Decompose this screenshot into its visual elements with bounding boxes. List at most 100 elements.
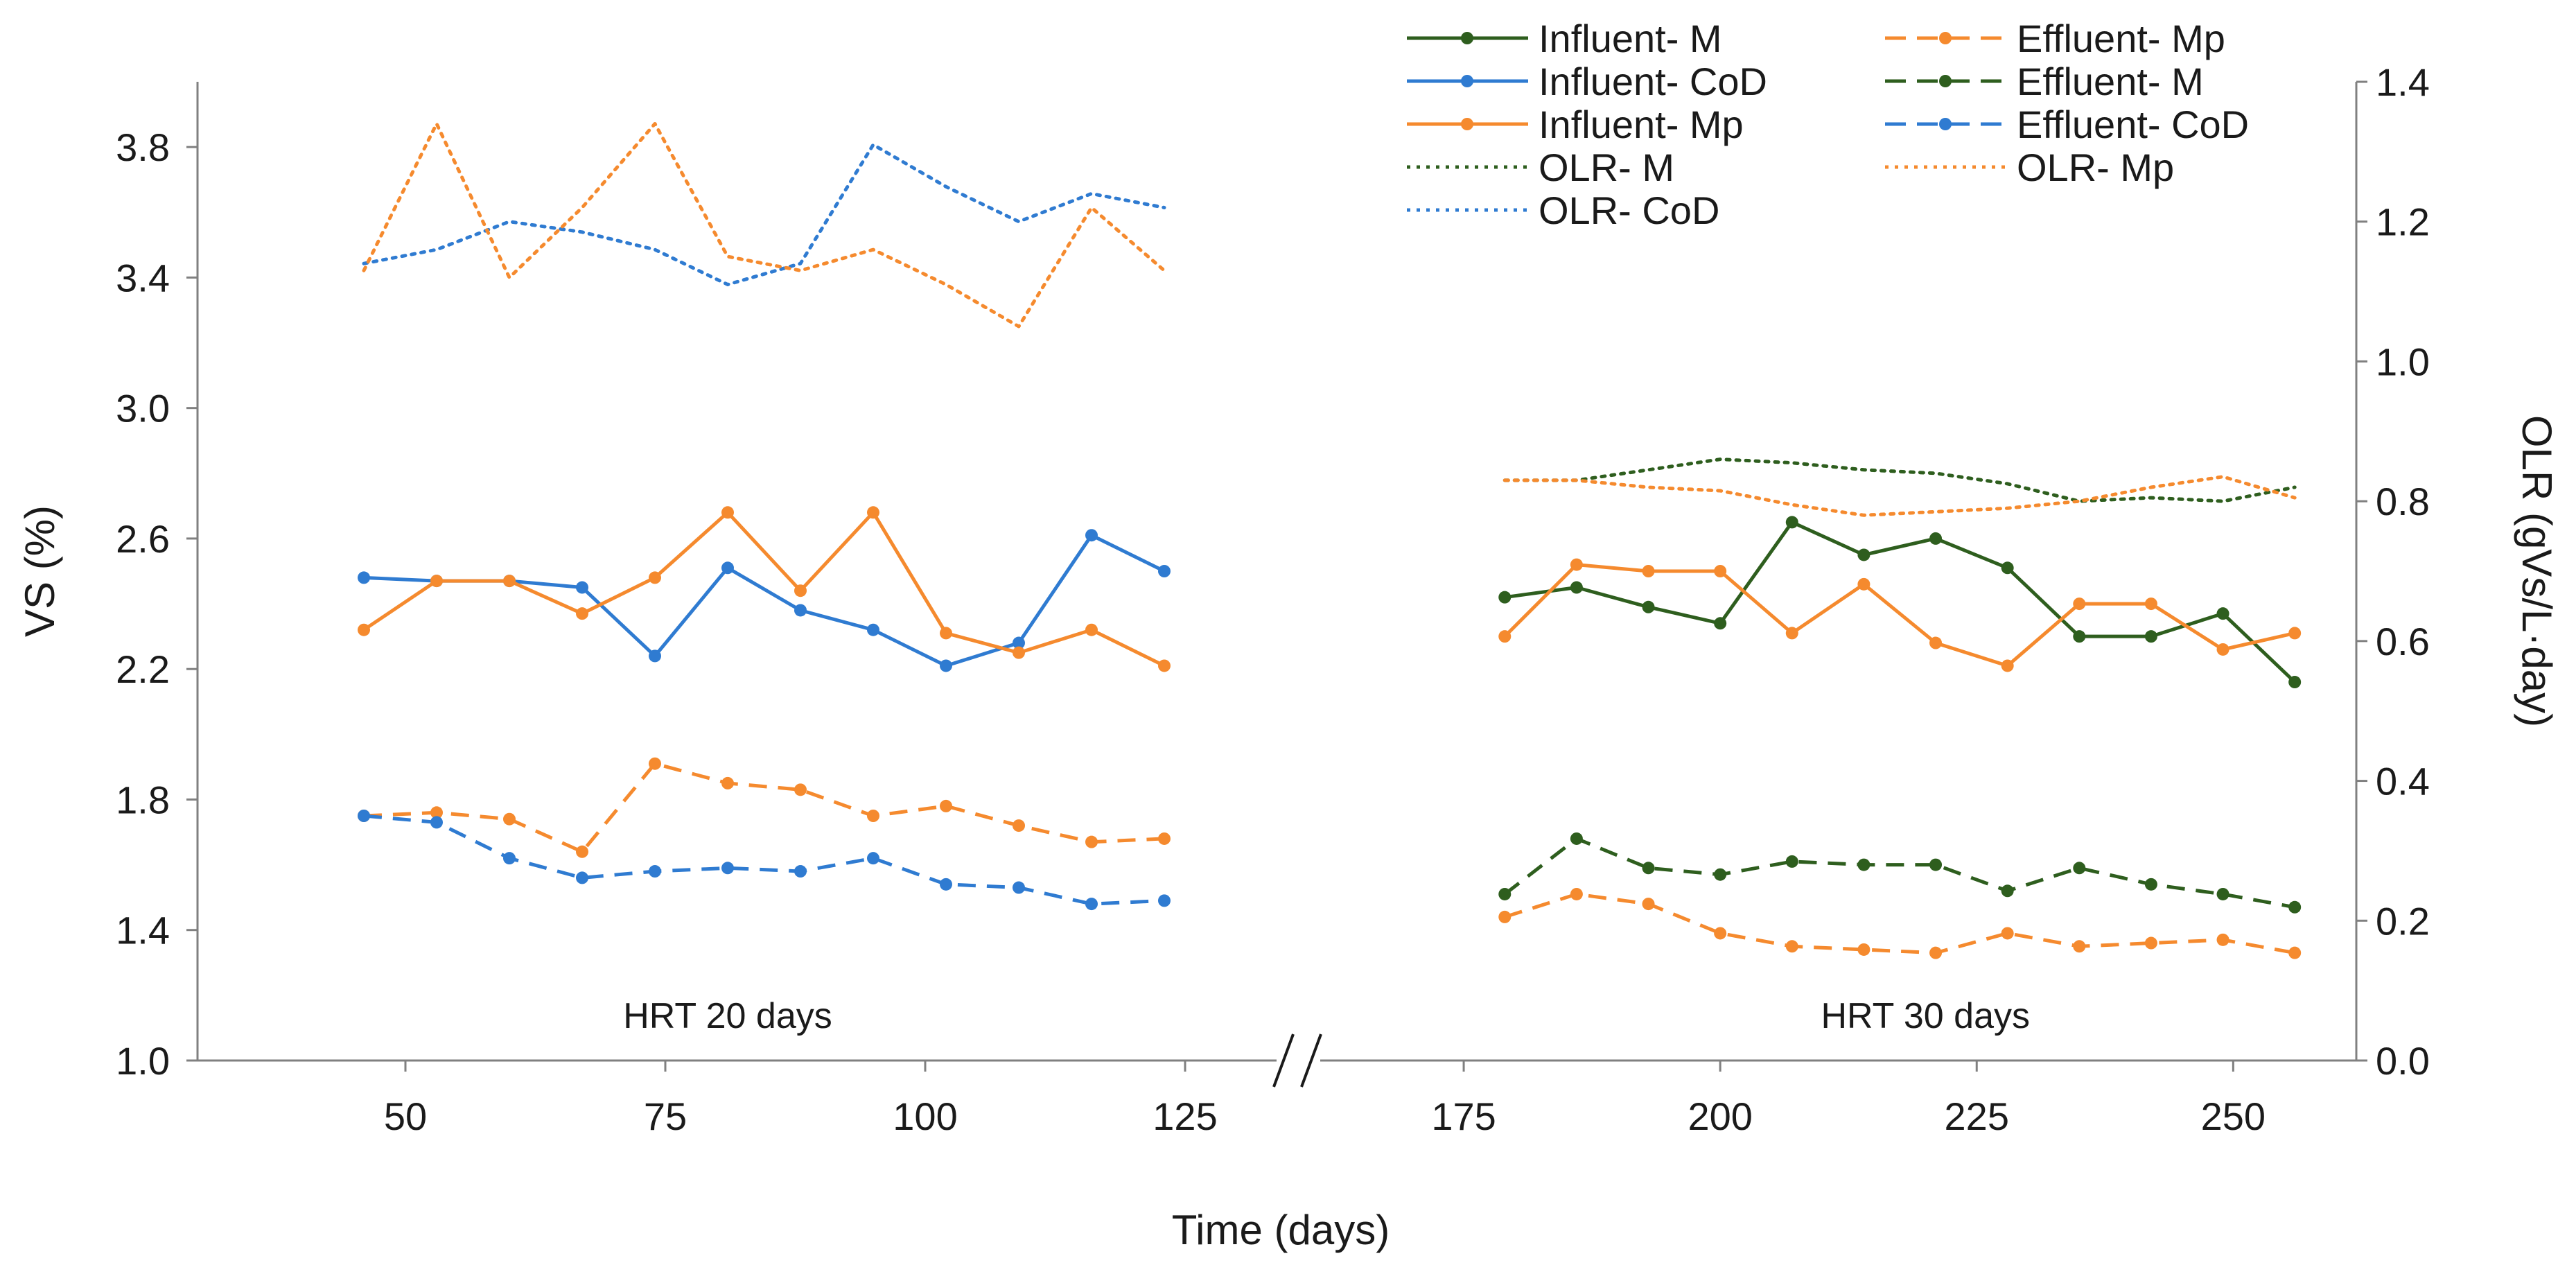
data-point [2073, 630, 2086, 643]
data-point [1570, 558, 1583, 571]
data-point [2001, 659, 2014, 672]
y2-tick-label: 0.6 [2376, 620, 2430, 663]
data-point [1857, 577, 1870, 591]
data-point [1013, 636, 1025, 649]
axis-break-mark [1300, 1033, 1322, 1088]
data-point [1085, 835, 1098, 848]
series-line [363, 814, 1165, 906]
series-line [362, 143, 1166, 286]
data-point [2144, 630, 2157, 643]
x-tick-label: 125 [1153, 1094, 1217, 1138]
legend-item: OLR- M [1407, 146, 1674, 189]
series-line [362, 122, 1166, 329]
data-point [430, 806, 443, 819]
data-point [1714, 565, 1727, 577]
y2-tick-label: 0.8 [2376, 480, 2430, 523]
legend-marker [1461, 118, 1473, 130]
data-point [1085, 898, 1098, 911]
data-point [1570, 581, 1583, 594]
x-tick-label: 250 [2201, 1094, 2266, 1138]
data-point [2001, 561, 2014, 575]
legend-item: Influent- M [1407, 17, 1722, 60]
data-point [358, 810, 370, 822]
data-point [794, 584, 807, 597]
data-point [1785, 627, 1798, 640]
data-point [1085, 529, 1098, 542]
data-point [721, 776, 734, 789]
data-point [430, 575, 443, 588]
series-line [362, 510, 1166, 667]
y-tick-label: 1.0 [116, 1039, 170, 1083]
data-point [649, 649, 661, 663]
legend-item: Effluent- CoD [1885, 103, 2249, 146]
data-point [1714, 617, 1727, 630]
data-point [1013, 646, 1025, 659]
data-point [721, 862, 734, 875]
data-point [649, 571, 661, 584]
data-point [1929, 636, 1943, 649]
legend-item: Effluent- M [1885, 60, 2204, 103]
x-tick-label: 50 [384, 1094, 427, 1138]
series-line [1503, 563, 2295, 667]
data-point [1714, 927, 1727, 940]
axes [186, 80, 2367, 1088]
series-influent-mp [358, 506, 2302, 672]
data-point [721, 561, 734, 575]
hrt-annotation: HRT 20 days [623, 996, 832, 1036]
data-point [1158, 894, 1171, 907]
data-point [576, 581, 588, 594]
data-point [2001, 927, 2014, 940]
data-point [1498, 591, 1512, 604]
y-tick-label: 1.4 [116, 909, 170, 952]
data-point [2144, 597, 2157, 611]
legend-label: OLR- M [1539, 146, 1674, 189]
data-point [1158, 832, 1171, 845]
y2-tick-label: 1.0 [2376, 340, 2430, 383]
y2-tick-label: 0.4 [2376, 760, 2430, 803]
data-point [1013, 819, 1025, 832]
series-line [363, 762, 1165, 854]
series-effluent-mp [358, 757, 2302, 959]
series-line [1504, 892, 2295, 955]
data-point [503, 575, 516, 588]
data-point [794, 783, 807, 796]
data-point [503, 852, 516, 865]
data-point [794, 865, 807, 878]
x-tick-label: 75 [644, 1094, 687, 1138]
legend-label: Influent- Mp [1539, 103, 1744, 146]
x-tick-label: 100 [893, 1094, 957, 1138]
data-point [576, 871, 588, 884]
data-point [576, 607, 588, 620]
data-point [1498, 887, 1512, 900]
legend-item: OLR- CoD [1407, 189, 1719, 232]
y-tick-label: 2.6 [116, 517, 170, 561]
data-point [1714, 868, 1727, 881]
data-point [867, 623, 879, 636]
legend-marker [1939, 32, 1952, 44]
data-point [867, 810, 879, 822]
series-line [1502, 457, 2297, 503]
data-point [2144, 878, 2157, 891]
data-point [649, 757, 661, 770]
data-point [1642, 565, 1655, 577]
data-point [2216, 887, 2229, 900]
y-tick-label: 1.8 [116, 778, 170, 821]
data-point [940, 799, 952, 812]
data-point [1642, 862, 1655, 875]
data-point [2288, 946, 2302, 959]
y2-tick-label: 1.2 [2376, 200, 2430, 244]
y-tick-label: 2.2 [116, 647, 170, 691]
y2-tick-label: 0.0 [2376, 1039, 2430, 1083]
legend-marker [1461, 32, 1473, 44]
data-point [358, 623, 370, 636]
hrt-annotation: HRT 30 days [1821, 996, 2030, 1036]
data-point [358, 571, 370, 584]
data-point [2073, 597, 2086, 611]
data-point [2216, 607, 2229, 620]
data-point [1642, 600, 1655, 613]
series-line [1503, 837, 2295, 909]
legend-item: Effluent- Mp [1885, 17, 2225, 60]
x-axis-title: Time (days) [1172, 1207, 1390, 1253]
y2-tick-label: 1.4 [2376, 60, 2430, 104]
